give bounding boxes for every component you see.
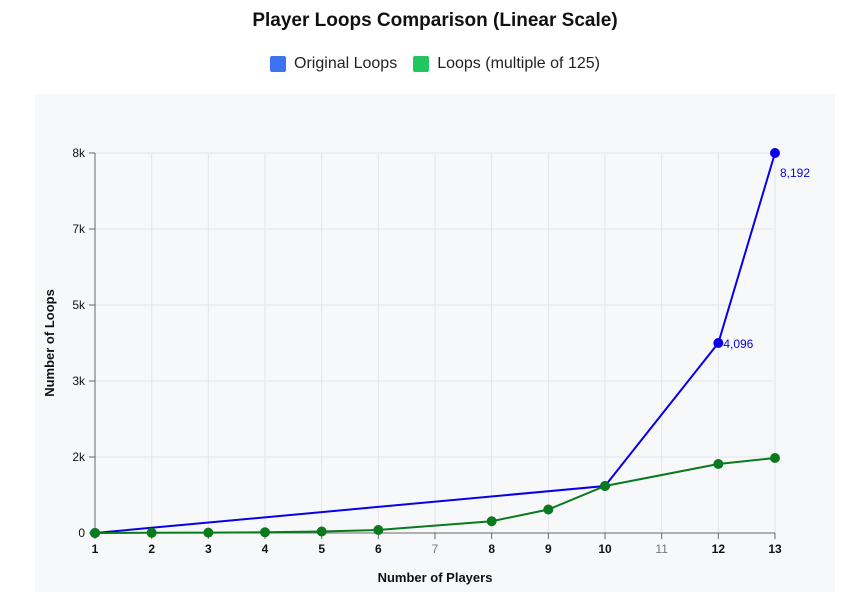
y-axis-title: Number of Loops [42,289,57,397]
y-tick-label: 0 [78,526,85,540]
legend-swatch-original [270,56,287,72]
data-labels: 4,096 8,192 [723,166,810,351]
x-tick-label: 7 [432,542,439,556]
series-point-1 [316,526,327,537]
y-tick-label: 5k [72,298,86,312]
series-point-0 [770,148,780,158]
legend-item-original[interactable]: Original Loops [270,55,397,73]
x-axis-title: Number of Players [378,570,493,585]
x-tick-label: 5 [318,542,325,556]
legend: Original Loops Loops (multiple of 125) [0,55,850,73]
grid [94,152,776,534]
legend-swatch-multiple [413,56,430,72]
legend-label-multiple: Loops (multiple of 125) [437,55,600,72]
legend-label-original: Original Loops [294,55,398,72]
x-tick-label: 11 [655,542,668,556]
series-point-1 [486,516,497,527]
series-point-0 [713,338,724,348]
y-tick-label: 3k [72,374,86,388]
x-tick-label: 9 [545,542,552,556]
x-tick-label: 10 [598,542,612,556]
data-label: 8,192 [780,166,810,180]
series-point-1 [713,459,724,469]
series-point-1 [543,504,554,515]
plot-panel: 0 2k 3k 5k 7k 8k 1 2 3 4 5 6 7 8 9 10 11 12 13 4,096 8,192 … [35,94,835,592]
x-tick-label: 1 [92,542,99,556]
data-label: 4,096 [723,337,753,351]
x-tick-label: 3 [205,542,212,556]
series-lines [90,148,780,538]
series-line-0 [94,152,776,534]
series-point-1 [90,528,100,538]
x-tick-label: 4 [262,542,269,556]
y-tick-label: 2k [72,450,86,464]
series-point-1 [146,527,157,538]
x-tick-label: 12 [712,542,726,556]
x-tick-label: 6 [375,542,382,556]
y-tick-label: 7k [72,222,86,236]
series-point-1 [373,524,384,535]
series-point-1 [600,481,610,491]
series-point-1 [260,527,270,538]
x-tick-label: 2 [148,542,155,556]
series-point-1 [770,453,780,463]
series-point-1 [203,527,214,538]
x-tick-label: 8 [488,542,495,556]
x-tick-label: 13 [768,542,782,556]
y-tick-label: 8k [72,146,86,160]
chart-title: Player Loops Comparison (Linear Scale) [252,10,618,31]
legend-item-multiple[interactable]: Loops (multiple of 125) [413,55,600,73]
